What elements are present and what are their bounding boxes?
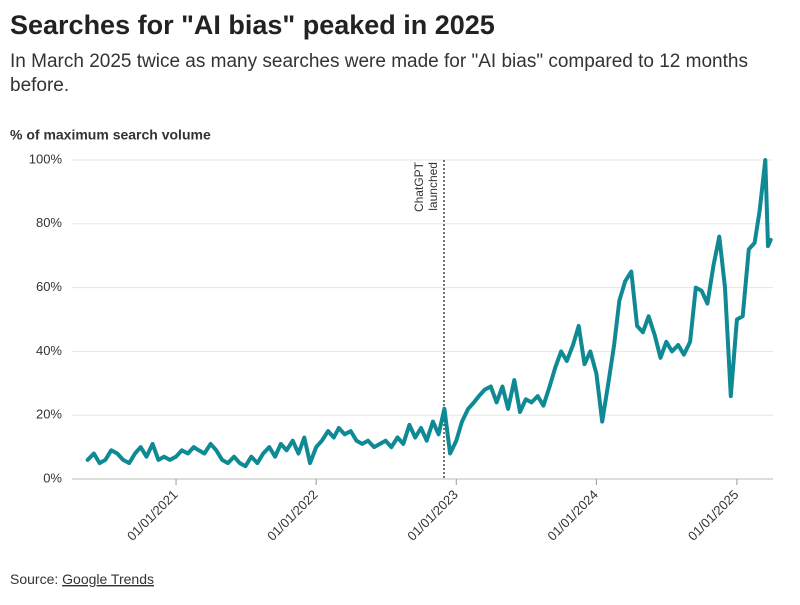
subtitle-box: In March 2025 twice as many searches wer… [10,51,748,96]
x-tick-label: 01/01/2022 [264,487,321,544]
y-tick-label: 20% [36,407,62,422]
y-tick-label: 100% [29,151,63,166]
source: Source: Google Trends [10,571,154,587]
y-tick-label: 0% [43,470,62,485]
x-tick-label: 01/01/2021 [124,487,181,544]
annotation-label: ChatGPT [412,161,426,212]
y-tick-label: 60% [36,279,62,294]
y-tick-label: 80% [36,215,62,230]
y-tick-label: 40% [36,343,62,358]
chart-subtitle: In March 2025 twice as many searches wer… [10,51,748,96]
source-prefix: Source: [10,571,58,587]
source-link[interactable]: Google Trends [62,571,154,587]
x-tick-label: 01/01/2025 [685,487,742,544]
x-tick-label: 01/01/2023 [404,487,461,544]
annotation-label: launched [426,162,440,211]
y-axis-label: % of maximum search volume [10,127,211,143]
series-line [85,158,773,469]
x-tick-label: 01/01/2024 [544,487,601,544]
chart-title: Searches for "AI bias" peaked in 2025 [10,10,495,40]
